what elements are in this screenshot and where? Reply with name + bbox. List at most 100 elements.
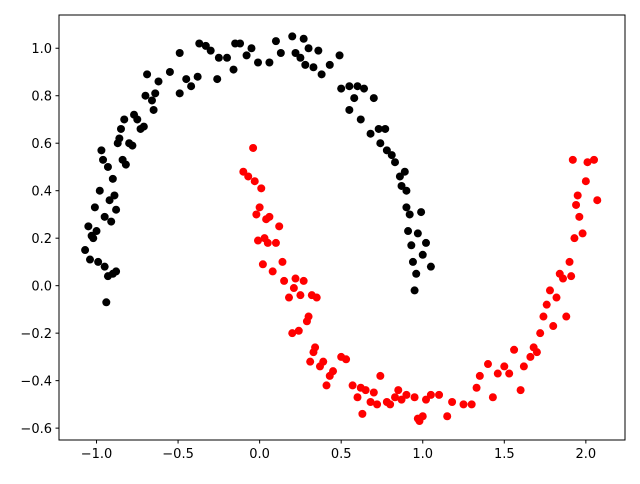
point bbox=[165, 67, 174, 76]
point bbox=[426, 390, 435, 399]
point bbox=[121, 160, 130, 169]
point bbox=[410, 393, 419, 402]
y-tick-label: 0.0 bbox=[31, 280, 52, 295]
point bbox=[249, 143, 258, 152]
point bbox=[250, 177, 259, 186]
point bbox=[247, 44, 256, 53]
point bbox=[151, 89, 160, 98]
y-tick-label: 0.4 bbox=[31, 185, 52, 200]
point bbox=[590, 155, 599, 164]
point bbox=[314, 46, 323, 55]
point bbox=[154, 77, 163, 86]
point bbox=[593, 196, 602, 205]
point bbox=[505, 369, 514, 378]
point bbox=[348, 381, 357, 390]
point bbox=[108, 174, 117, 183]
point bbox=[353, 393, 362, 402]
point bbox=[304, 312, 313, 321]
point bbox=[97, 146, 106, 155]
y-tick-label: 0.2 bbox=[31, 232, 52, 247]
point bbox=[195, 39, 204, 48]
point bbox=[360, 84, 369, 93]
point bbox=[417, 208, 426, 217]
point bbox=[139, 122, 148, 131]
point bbox=[147, 96, 156, 105]
point bbox=[549, 322, 558, 331]
point bbox=[493, 369, 502, 378]
point bbox=[141, 91, 150, 100]
point bbox=[306, 357, 315, 366]
point bbox=[206, 46, 215, 55]
point bbox=[116, 124, 125, 133]
point bbox=[325, 60, 334, 69]
point bbox=[90, 203, 99, 212]
point bbox=[271, 238, 280, 247]
point bbox=[128, 141, 137, 150]
point bbox=[565, 257, 574, 266]
point bbox=[229, 65, 238, 74]
point bbox=[335, 51, 344, 60]
point bbox=[459, 400, 468, 409]
point bbox=[358, 409, 367, 418]
point bbox=[294, 326, 303, 335]
point bbox=[280, 276, 289, 285]
point bbox=[418, 250, 427, 259]
point bbox=[412, 269, 421, 278]
point bbox=[103, 162, 112, 171]
point bbox=[568, 155, 577, 164]
point bbox=[100, 262, 109, 271]
point bbox=[92, 227, 101, 236]
point bbox=[536, 329, 545, 338]
point bbox=[149, 105, 158, 114]
point bbox=[253, 58, 262, 67]
point bbox=[404, 227, 413, 236]
point bbox=[369, 388, 378, 397]
point bbox=[575, 212, 584, 221]
point bbox=[309, 63, 318, 72]
point bbox=[345, 105, 354, 114]
point bbox=[284, 293, 293, 302]
point bbox=[381, 124, 390, 133]
point bbox=[278, 257, 287, 266]
point bbox=[337, 84, 346, 93]
point bbox=[400, 167, 409, 176]
point bbox=[223, 53, 232, 62]
y-tick-label: 1.0 bbox=[31, 42, 52, 57]
point bbox=[319, 357, 328, 366]
y-tick-label: −0.4 bbox=[20, 375, 52, 390]
point bbox=[275, 222, 284, 231]
x-tick-label: −0.5 bbox=[162, 447, 194, 462]
point bbox=[81, 246, 90, 255]
point bbox=[213, 75, 222, 84]
point bbox=[94, 257, 103, 266]
point bbox=[85, 255, 94, 264]
point bbox=[175, 89, 184, 98]
x-tick-label: 1.5 bbox=[494, 447, 515, 462]
point bbox=[296, 291, 305, 300]
point bbox=[175, 48, 184, 57]
point bbox=[112, 205, 121, 214]
point bbox=[193, 72, 202, 81]
point bbox=[443, 412, 452, 421]
point bbox=[342, 355, 351, 364]
point bbox=[583, 158, 592, 167]
point bbox=[366, 129, 375, 138]
point bbox=[312, 293, 321, 302]
point bbox=[276, 48, 285, 57]
point bbox=[545, 286, 554, 295]
point bbox=[255, 203, 264, 212]
point bbox=[258, 260, 267, 269]
point bbox=[581, 177, 590, 186]
point bbox=[317, 70, 326, 79]
point bbox=[322, 381, 331, 390]
point bbox=[376, 371, 385, 380]
point bbox=[369, 94, 378, 103]
point bbox=[387, 151, 396, 160]
point bbox=[475, 371, 484, 380]
point bbox=[467, 400, 476, 409]
point bbox=[422, 238, 431, 247]
point bbox=[244, 172, 253, 181]
point bbox=[299, 276, 308, 285]
point bbox=[418, 412, 427, 421]
point bbox=[271, 37, 280, 46]
